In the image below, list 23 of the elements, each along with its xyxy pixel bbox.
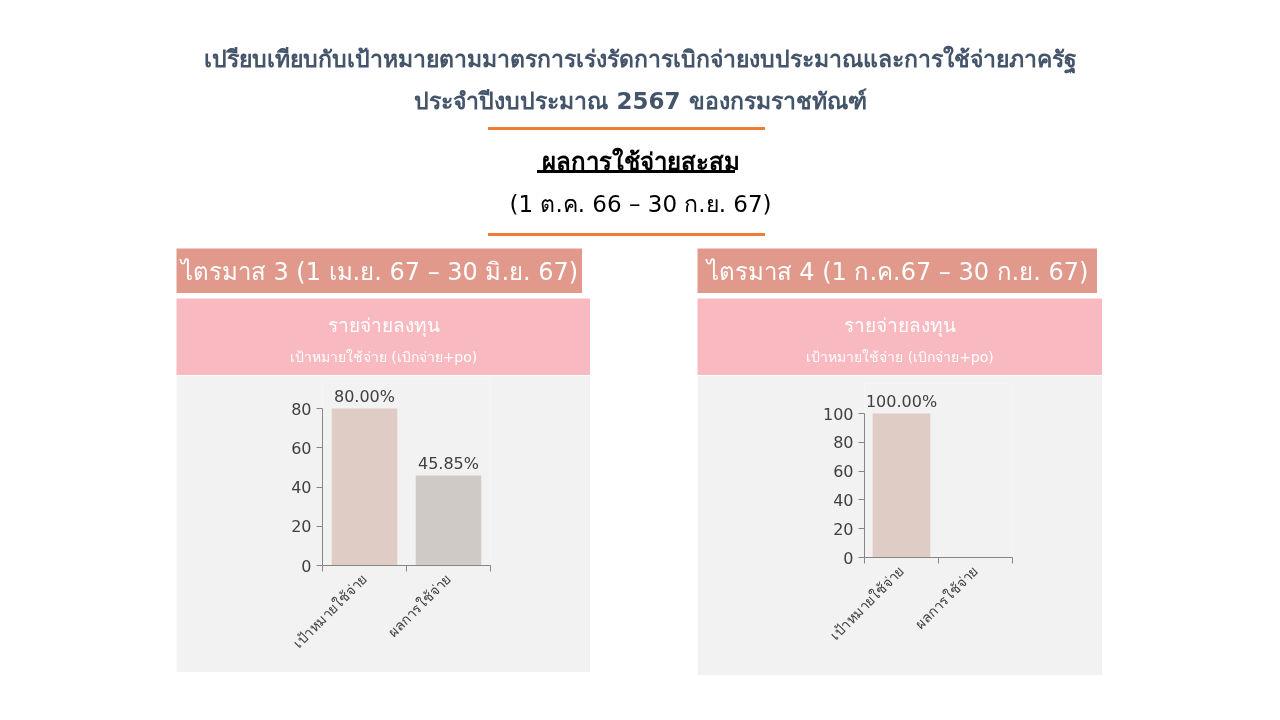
y-tick-label: 0 <box>843 548 854 568</box>
chart-subtitle: รายจ่ายลงทุน <box>327 313 440 338</box>
data-label: 100.00% <box>865 391 938 411</box>
y-tick-label: 0 <box>301 556 312 576</box>
y-tick-label: 100 <box>822 404 854 424</box>
y-tick-label: 40 <box>291 478 312 497</box>
chart-title: ไตรมาส 3 (1 เม.ย. 67 – 30 มิ.ย. 67) <box>178 257 579 286</box>
text: เป้าหมายใช้จ่าย (เบิกจ่าย+po) <box>806 348 994 365</box>
chart-subtitle: รายจ่ายลงทุน <box>844 313 956 338</box>
y-tick-label: 20 <box>291 517 312 537</box>
chart-title: ไตรมาส 4 (1 ก.ค.67 – 30 ก.ย. 67) <box>704 257 1089 286</box>
text: เปรียบเทียบกับเป้าหมายตามมาตรการเร่งรัดการเบิกจ่ายงบประมาณและการใช้จ่ายภาครัฐ ประจำปีงบประมาณ 2567 ของกรมราชทัณฑ์ <box>204 44 1077 114</box>
y-tick-label: 60 <box>291 438 312 458</box>
text: ผลการใช้จ่ายสะสม <box>541 146 740 176</box>
text: (1 ต.ค. 66 – 30 ก.ย. 67) <box>509 190 772 217</box>
text: เป้าหมายใช้จ่าย (เบิกจ่าย+po) <box>289 348 478 365</box>
y-tick-label: 20 <box>833 519 854 539</box>
data-label: 45.85% <box>418 453 480 473</box>
y-tick-label: 60 <box>833 462 854 482</box>
y-tick-label: 80 <box>833 433 854 453</box>
y-tick-label: 80 <box>291 399 312 419</box>
y-tick-label: 40 <box>833 490 854 510</box>
data-label: 80.00% <box>334 386 396 406</box>
